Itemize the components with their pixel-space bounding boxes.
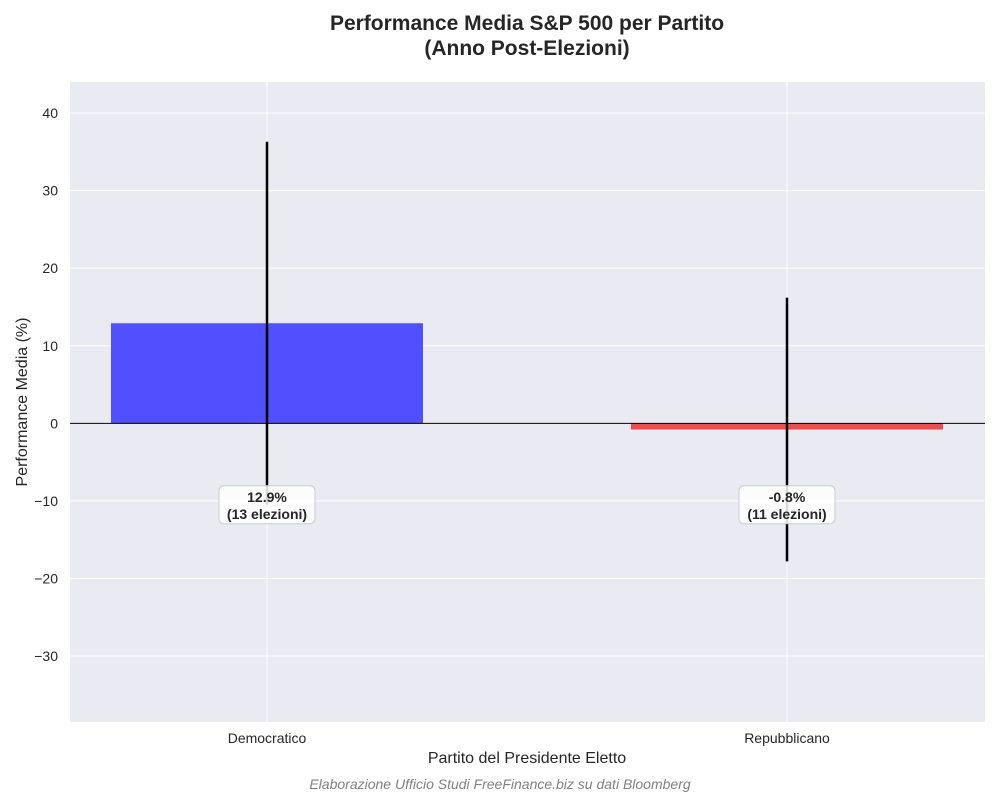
data-label-value: 12.9% — [247, 489, 287, 505]
y-tick-label: 10 — [42, 338, 58, 354]
y-tick-labels: 40 30 20 10 0 −10 −20 −30 — [34, 105, 58, 664]
data-label: 12.9%(13 elezioni) — [218, 485, 316, 525]
x-tick-label: Repubblicano — [744, 730, 830, 746]
y-tick-label: −20 — [34, 570, 58, 586]
data-label-box — [738, 485, 836, 525]
x-tick-labels: Democratico Repubblicano — [228, 730, 830, 746]
chart-title-line1: Performance Media S&P 500 per Partito — [330, 12, 724, 35]
data-label-value: -0.8% — [769, 489, 806, 505]
annotations: 12.9%(13 elezioni) -0.8%(11 elezioni) — [218, 485, 836, 525]
x-tick-label: Democratico — [228, 730, 307, 746]
data-label-box — [218, 485, 316, 525]
y-tick-label: −10 — [34, 493, 58, 509]
data-label: -0.8%(11 elezioni) — [738, 485, 836, 525]
y-tick-label: 0 — [50, 415, 58, 431]
data-label-count: (11 elezioni) — [747, 506, 826, 522]
y-tick-label: −30 — [34, 648, 58, 664]
y-tick-label: 30 — [42, 183, 58, 199]
footnote: Elaborazione Ufficio Studi FreeFinance.b… — [309, 776, 691, 792]
data-label-count: (13 elezioni) — [227, 506, 307, 522]
chart-title-line2: (Anno Post-Elezioni) — [424, 37, 629, 60]
x-axis-label: Partito del Presidente Eletto — [428, 750, 626, 767]
y-tick-label: 20 — [42, 260, 58, 276]
y-axis-label: Performance Media (%) — [14, 318, 31, 487]
y-tick-label: 40 — [42, 105, 58, 121]
